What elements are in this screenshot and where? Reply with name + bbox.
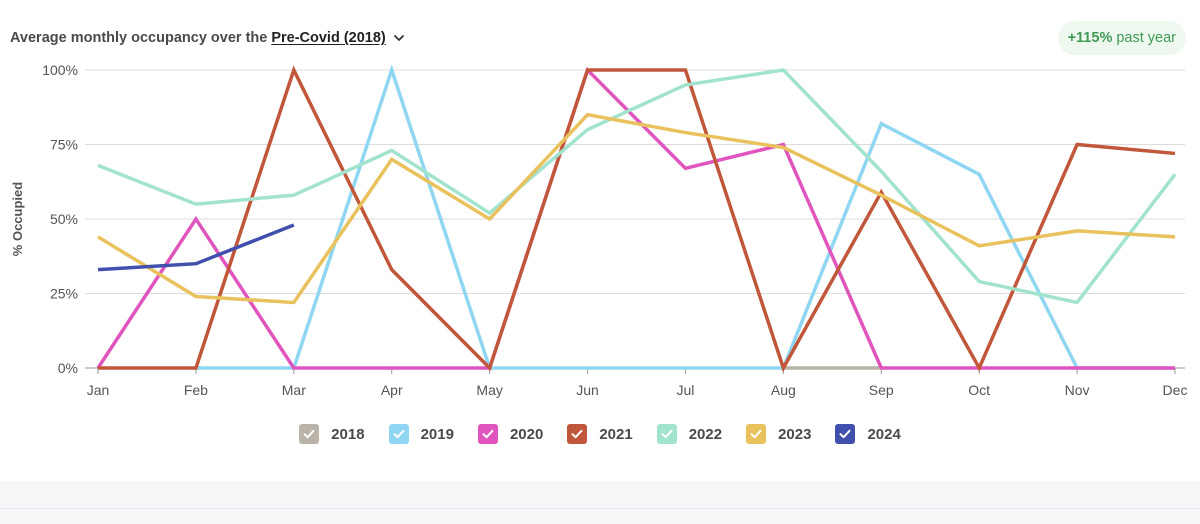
checkbox-checked-icon xyxy=(299,424,320,444)
x-tick-label: Jun xyxy=(576,382,599,398)
y-tick-label: 25% xyxy=(50,286,78,302)
x-tick-label: Apr xyxy=(381,382,403,398)
legend-label: 2018 xyxy=(331,425,365,443)
series-line-2022 xyxy=(97,68,1177,305)
y-tick-label: 75% xyxy=(50,137,78,153)
x-tick-label: Nov xyxy=(1065,382,1090,398)
series-line-2023 xyxy=(97,112,1176,305)
checkbox-checked-icon xyxy=(477,424,498,444)
footer-divider xyxy=(0,508,1200,509)
checkbox-checked-icon xyxy=(746,424,767,444)
legend-label: 2024 xyxy=(867,425,901,443)
legend-item-2020[interactable]: 2020 xyxy=(477,424,544,444)
chevron-down-icon xyxy=(393,35,404,41)
x-tick-label: Jan xyxy=(87,382,110,398)
legend-label: 2019 xyxy=(420,425,454,443)
occupancy-line-chart: 0% 25% 50% 75% 100% % Occupied Jan Feb Mar Apr May… xyxy=(10,62,1188,398)
x-tick-label: Mar xyxy=(282,382,306,398)
x-tick-label: Feb xyxy=(184,382,208,398)
change-label: past year xyxy=(1116,30,1176,46)
x-tick-label: May xyxy=(476,382,502,398)
legend-label: 2021 xyxy=(599,425,633,443)
y-axis-title: % Occupied xyxy=(10,182,25,256)
x-tick-label: Sep xyxy=(869,382,894,398)
x-tick-label: Oct xyxy=(968,382,990,398)
period-dropdown[interactable]: Pre-Covid (2018) xyxy=(271,30,405,46)
series-line-2024 xyxy=(97,223,295,272)
period-value: Pre-Covid (2018) xyxy=(271,30,386,46)
chart-header: Average monthly occupancy over the Pre-C… xyxy=(10,26,406,50)
y-tick-label: 100% xyxy=(42,62,78,78)
chart-legend: 2018 2019 2020 2021 2022 2023 2024 xyxy=(0,424,1200,444)
checkbox-checked-icon xyxy=(835,424,856,444)
legend-item-2018[interactable]: 2018 xyxy=(299,424,365,444)
x-tick-label: Dec xyxy=(1163,382,1188,398)
legend-item-2021[interactable]: 2021 xyxy=(567,424,633,444)
legend-label: 2020 xyxy=(509,425,544,443)
legend-label: 2022 xyxy=(688,425,723,443)
y-tick-label: 0% xyxy=(58,360,78,376)
series-line-2021 xyxy=(98,65,1176,373)
checkbox-checked-icon xyxy=(656,424,677,444)
legend-item-2023[interactable]: 2023 xyxy=(746,424,811,444)
chart-title: Average monthly occupancy over the xyxy=(10,30,268,46)
x-tick-label: Aug xyxy=(771,382,796,398)
y-tick-label: 50% xyxy=(50,211,78,227)
series-line-2020 xyxy=(96,66,1175,370)
legend-item-2022[interactable]: 2022 xyxy=(656,424,723,444)
legend-item-2024[interactable]: 2024 xyxy=(835,424,901,444)
checkbox-checked-icon xyxy=(388,424,409,444)
checkbox-checked-icon xyxy=(567,424,588,444)
footer-band xyxy=(0,482,1200,524)
change-value: +115% xyxy=(1067,30,1113,46)
series-line-2019 xyxy=(195,64,1175,370)
x-tick-label: Jul xyxy=(677,382,695,398)
change-badge: +115% past year xyxy=(1057,21,1186,55)
legend-label: 2023 xyxy=(778,425,812,443)
legend-item-2019[interactable]: 2019 xyxy=(388,424,454,444)
